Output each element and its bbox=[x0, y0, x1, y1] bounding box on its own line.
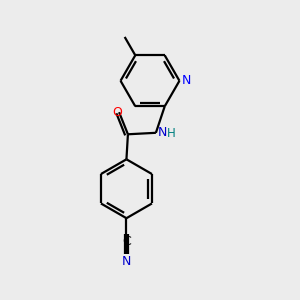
Text: N: N bbox=[122, 255, 131, 268]
Text: C: C bbox=[122, 235, 131, 248]
Text: N: N bbox=[158, 126, 167, 139]
Text: N: N bbox=[182, 74, 191, 87]
Text: H: H bbox=[167, 127, 176, 140]
Text: O: O bbox=[113, 106, 122, 119]
